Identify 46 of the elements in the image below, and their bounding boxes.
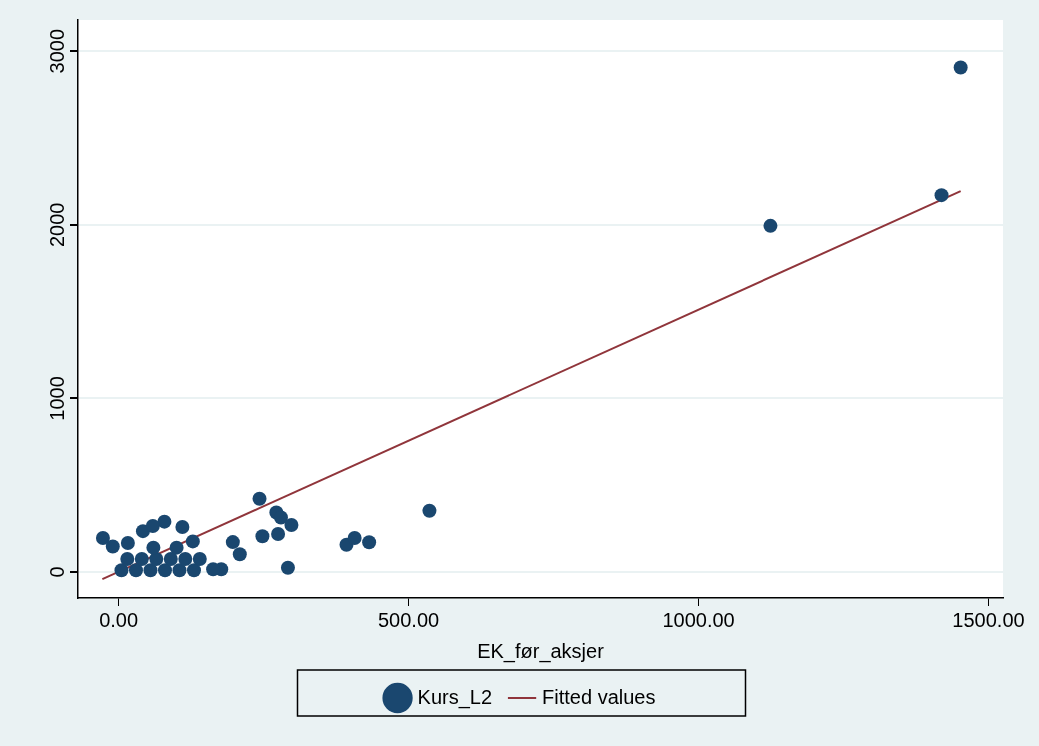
- y-tick-label: 0: [45, 566, 68, 578]
- point: [114, 563, 129, 578]
- point: [185, 534, 200, 549]
- point: [347, 530, 362, 545]
- y-tick-label: 3000: [45, 28, 68, 74]
- point: [280, 560, 295, 575]
- point: [273, 510, 288, 525]
- point: [95, 530, 110, 545]
- point: [128, 563, 143, 578]
- point: [186, 563, 201, 578]
- point: [143, 563, 158, 578]
- point: [225, 535, 240, 550]
- point: [362, 535, 377, 550]
- point: [178, 551, 193, 566]
- point: [271, 526, 286, 541]
- point: [255, 529, 270, 544]
- x-tick-label: 1500.00: [952, 608, 1025, 631]
- y-tick-label: 1000: [45, 376, 68, 421]
- legend-label: Fitted values: [542, 685, 656, 708]
- point: [252, 491, 267, 506]
- x-tick-label: 0.00: [99, 608, 139, 631]
- point: [169, 540, 184, 555]
- x-axis-title: EK_før_aksjer: [477, 639, 605, 663]
- point: [953, 60, 968, 75]
- x-tick-label: 1000.00: [662, 608, 735, 631]
- point: [145, 518, 160, 533]
- point: [120, 551, 135, 566]
- y-tick-label: 2000: [45, 202, 68, 248]
- point: [192, 551, 207, 566]
- point: [163, 551, 178, 566]
- point: [149, 551, 164, 566]
- point: [157, 563, 172, 578]
- point: [134, 551, 149, 566]
- point: [232, 547, 247, 562]
- x-tick-label: 500.00: [377, 608, 440, 631]
- point: [422, 503, 437, 518]
- point: [763, 218, 778, 233]
- point: [105, 539, 120, 554]
- point: [120, 535, 135, 550]
- point: [146, 540, 161, 555]
- point: [284, 517, 299, 532]
- point: [172, 563, 187, 578]
- point: [157, 514, 172, 529]
- legend-label: Kurs_L2: [417, 685, 493, 709]
- point: [934, 188, 949, 203]
- point: [175, 520, 190, 535]
